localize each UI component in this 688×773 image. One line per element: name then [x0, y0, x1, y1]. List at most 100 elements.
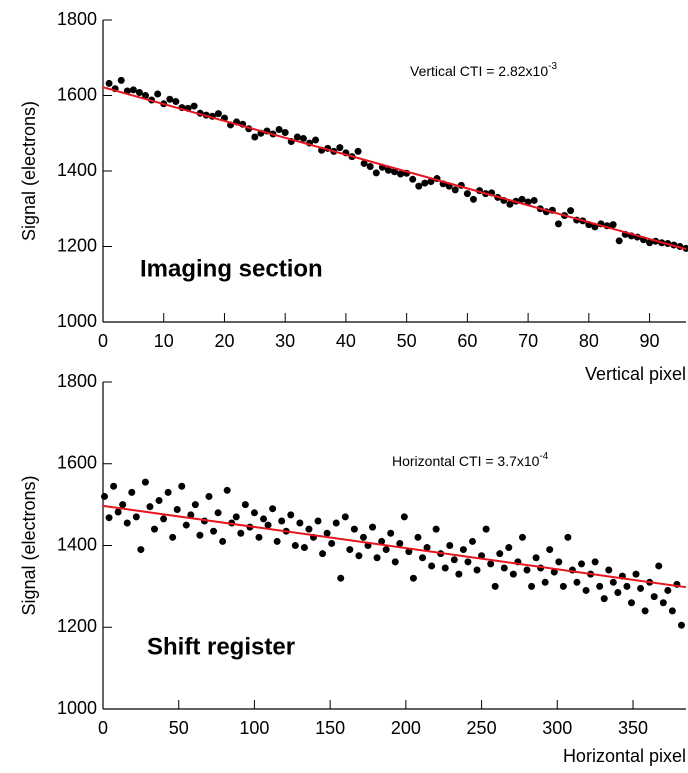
y-tick-label: 1400: [57, 160, 97, 180]
y-tick-label: 1800: [57, 371, 97, 391]
point: [397, 170, 405, 178]
fit-line: [102, 86, 687, 251]
point: [278, 517, 286, 525]
point: [312, 136, 320, 144]
annotation: Vertical CTI = 2.82x10-3: [410, 61, 557, 79]
y-tick-label: 1000: [57, 698, 97, 718]
y-tick-label: 1000: [57, 311, 97, 331]
point: [382, 546, 390, 554]
x-tick-label: 100: [239, 718, 269, 738]
point: [117, 76, 125, 84]
point: [523, 566, 531, 574]
point: [578, 560, 586, 568]
x-tick-label: 300: [542, 718, 572, 738]
point: [164, 488, 172, 496]
point: [609, 221, 617, 229]
point: [250, 509, 258, 517]
point: [409, 175, 417, 183]
point: [528, 582, 536, 590]
point: [505, 544, 513, 552]
point: [605, 566, 613, 574]
annotation-text: Horizontal CTI = 3.7x10: [392, 453, 540, 469]
point: [573, 578, 581, 586]
point: [567, 207, 575, 215]
point: [269, 505, 277, 513]
point: [360, 159, 368, 167]
panel-label: Imaging section: [140, 255, 323, 282]
point: [650, 593, 658, 601]
point: [214, 509, 222, 517]
point: [600, 595, 608, 603]
x-tick-label: 40: [336, 331, 356, 351]
point: [524, 198, 532, 206]
point: [546, 546, 554, 554]
point: [255, 533, 263, 541]
point: [350, 525, 358, 533]
point: [190, 102, 198, 110]
y-tick-label: 1200: [57, 235, 97, 255]
point: [609, 578, 617, 586]
x-tick-label: 90: [640, 331, 660, 351]
point: [450, 556, 458, 564]
point: [281, 128, 289, 136]
point: [615, 237, 623, 245]
point: [632, 570, 640, 578]
point: [110, 482, 118, 490]
point: [391, 168, 398, 176]
point: [332, 519, 340, 527]
point: [223, 486, 231, 494]
point: [384, 166, 392, 174]
point: [314, 517, 322, 525]
point: [337, 574, 345, 582]
point: [336, 144, 344, 152]
point: [296, 519, 304, 527]
point: [668, 607, 676, 615]
point: [427, 178, 435, 186]
point: [300, 544, 308, 552]
point: [664, 586, 672, 594]
point: [260, 515, 268, 523]
point: [101, 492, 109, 500]
point: [518, 533, 526, 541]
point: [414, 533, 422, 541]
point: [146, 503, 154, 511]
point: [214, 110, 222, 118]
point: [378, 537, 386, 545]
point: [455, 570, 463, 578]
point: [509, 570, 517, 578]
point: [287, 511, 295, 519]
point: [135, 88, 143, 96]
y-tick-label: 1600: [57, 453, 97, 473]
point: [191, 501, 199, 509]
point: [366, 162, 374, 170]
point: [137, 546, 145, 554]
point: [677, 621, 685, 629]
point: [105, 79, 113, 87]
x-axis-label: Vertical pixel: [585, 364, 686, 384]
point: [596, 582, 604, 590]
point: [468, 537, 476, 545]
y-axis-label: Signal (electrons): [19, 475, 39, 615]
point: [415, 182, 423, 190]
x-tick-label: 70: [518, 331, 538, 351]
point: [659, 599, 667, 607]
y-tick-label: 1200: [57, 616, 97, 636]
point: [421, 179, 429, 187]
point: [155, 497, 163, 505]
point: [354, 147, 362, 155]
point: [264, 521, 272, 529]
x-tick-label: 250: [467, 718, 497, 738]
point: [173, 506, 181, 514]
fit-line: [102, 504, 687, 589]
point: [419, 554, 427, 562]
point: [400, 513, 408, 521]
point: [142, 92, 150, 99]
x-tick-label: 20: [214, 331, 234, 351]
point: [251, 133, 259, 141]
point: [210, 527, 218, 535]
point: [166, 95, 174, 103]
point: [132, 513, 140, 521]
point: [141, 478, 149, 486]
point: [114, 508, 122, 516]
